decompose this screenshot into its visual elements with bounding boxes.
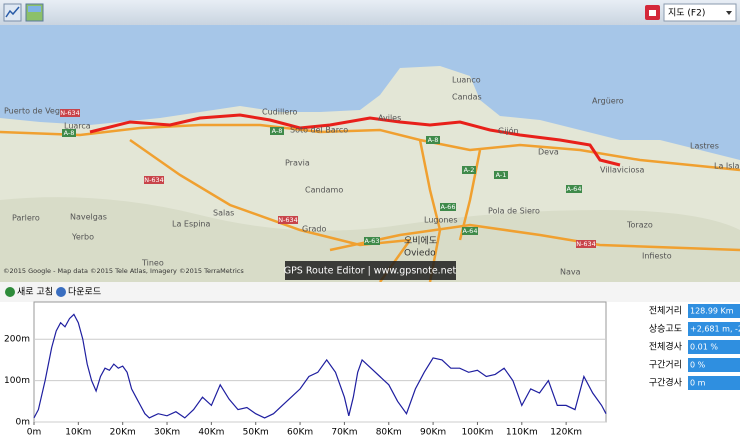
map-label: Torazo — [626, 221, 653, 230]
refresh-button[interactable]: 새로 고침 — [17, 287, 53, 298]
road-label: N-634 — [60, 109, 80, 117]
y-tick-label: 0m — [16, 418, 31, 428]
x-tick-label: 80Km — [376, 428, 402, 438]
map-label: Nava — [560, 268, 581, 277]
x-tick-label: 10Km — [65, 428, 91, 438]
map-label: Tineo — [141, 259, 164, 268]
chart-icon — [5, 6, 20, 18]
dropdown-arrow — [726, 11, 732, 15]
map-credits: ©2015 Google - Map data ©2015 Tele Atlas… — [3, 267, 244, 275]
route — [89, 113, 621, 167]
map-label: Yerbo — [71, 233, 94, 242]
map-label: La Espina — [172, 220, 210, 229]
stat-label: 구간거리 — [649, 360, 682, 371]
map-label: Lastres — [690, 142, 719, 151]
stat-box — [688, 304, 740, 318]
x-tick-label: 60Km — [287, 428, 313, 438]
download-icon — [56, 287, 66, 297]
road-label: N-634 — [144, 176, 164, 184]
stats-panel: 전체거리 128.99 Km 상승고도 +2,681 m, -2,671 m 전체경사 0… — [649, 304, 740, 390]
map-label: Parlero — [12, 214, 40, 223]
stat-label: 구간경사 — [649, 377, 683, 389]
y-tick-label: 200m — [4, 335, 30, 345]
stat-value: +2,681 m, -2,671 m — [690, 325, 740, 334]
stat-box — [688, 340, 740, 354]
road-label: A-8 — [428, 136, 439, 144]
map-label: Pola de Siero — [488, 207, 540, 216]
road-signs: N-634 A-8 A-8 A-8 N-634 N-634 A-66 A-64 … — [60, 109, 596, 248]
map-label: La Isla — [714, 162, 740, 171]
chart-toolbar — [0, 282, 740, 302]
stat-label: 전체경사 — [649, 341, 683, 353]
map: Puerto de Vega Luarca Cudillero Soto del… — [0, 25, 740, 283]
download-button[interactable]: 다운로드 — [68, 287, 101, 298]
map-label: Luanco — [452, 76, 481, 85]
map-label: Cudillero — [262, 108, 297, 117]
stat-label: 상승고도 — [649, 324, 682, 335]
map-select[interactable] — [663, 3, 737, 22]
sea — [0, 25, 740, 160]
plot-area — [33, 301, 607, 423]
map-label: Candas — [452, 93, 482, 102]
banner-text: GPS Route Editor | www.gpsnote.net — [284, 266, 457, 277]
x-tick-label: 110Km — [506, 428, 538, 438]
road-label: A-64 — [567, 185, 582, 193]
map-label: Grado — [302, 225, 326, 234]
map-label: Aviles — [378, 114, 401, 123]
map-label: Argüero — [592, 97, 624, 106]
road-label: A-63 — [365, 237, 380, 245]
stat-value: 0.01 % — [690, 343, 718, 352]
map-label: Salas — [213, 209, 234, 218]
elevation-line — [33, 313, 607, 419]
road-label: N-634 — [278, 216, 298, 224]
x-tick-label: 30Km — [154, 428, 180, 438]
x-tick-label: 100Km — [462, 428, 494, 438]
map-city: Oviedo — [404, 249, 436, 259]
map-label: Soto del Barco — [290, 126, 348, 135]
map-select-text: 지도 (F2) — [668, 8, 705, 19]
road-label: A-66 — [441, 203, 456, 211]
stat-value: 0 m — [690, 379, 706, 388]
map-label: Pravia — [285, 159, 310, 168]
stat-value: 0 % — [690, 361, 706, 370]
road-label: A-2 — [464, 166, 475, 174]
x-tick-label: 20Km — [110, 428, 136, 438]
map-icon — [28, 6, 41, 12]
y-tick-label: 100m — [4, 376, 30, 386]
stat-box — [688, 376, 740, 390]
x-tick-label: 70Km — [331, 428, 357, 438]
stat-value: 128.99 Km — [690, 307, 734, 316]
map-label: Luarca — [64, 122, 91, 131]
road-label: A-8 — [272, 127, 283, 135]
refresh-icon — [5, 287, 15, 297]
map-label: Villaviciosa — [600, 166, 645, 175]
banner — [285, 261, 456, 280]
road-label: A-8 — [64, 129, 75, 137]
map-label: Deva — [538, 148, 559, 157]
map-city: 오비에도 — [404, 236, 437, 247]
stat-box — [688, 358, 740, 372]
x-tick-label: 0m — [27, 428, 42, 438]
road-label: N-634 — [576, 240, 596, 248]
x-tick-label: 50Km — [243, 428, 269, 438]
x-tick-label: 120Km — [550, 428, 582, 438]
map-label: Lugones — [424, 216, 458, 225]
elevation-chart: 0m 100m 200m 0m 10Km 20Km 30Km 40Km 50Km 60Km 70Km… — [4, 301, 607, 438]
x-tick-label: 40Km — [198, 428, 224, 438]
map-label: Gijón — [498, 126, 519, 136]
toolbar — [0, 0, 740, 25]
road-label: A-64 — [463, 227, 478, 235]
stat-label: 전체거리 — [649, 306, 682, 317]
x-tick-label: 90Km — [420, 428, 446, 438]
map-label: Infiesto — [642, 252, 672, 261]
map-label: Navelgas — [70, 213, 107, 222]
lock-icon — [649, 10, 656, 16]
stat-box — [688, 322, 740, 336]
map-label: Candamo — [305, 186, 343, 195]
road-label: A-1 — [496, 171, 507, 179]
map-label: Puerto de Vega — [4, 107, 65, 116]
